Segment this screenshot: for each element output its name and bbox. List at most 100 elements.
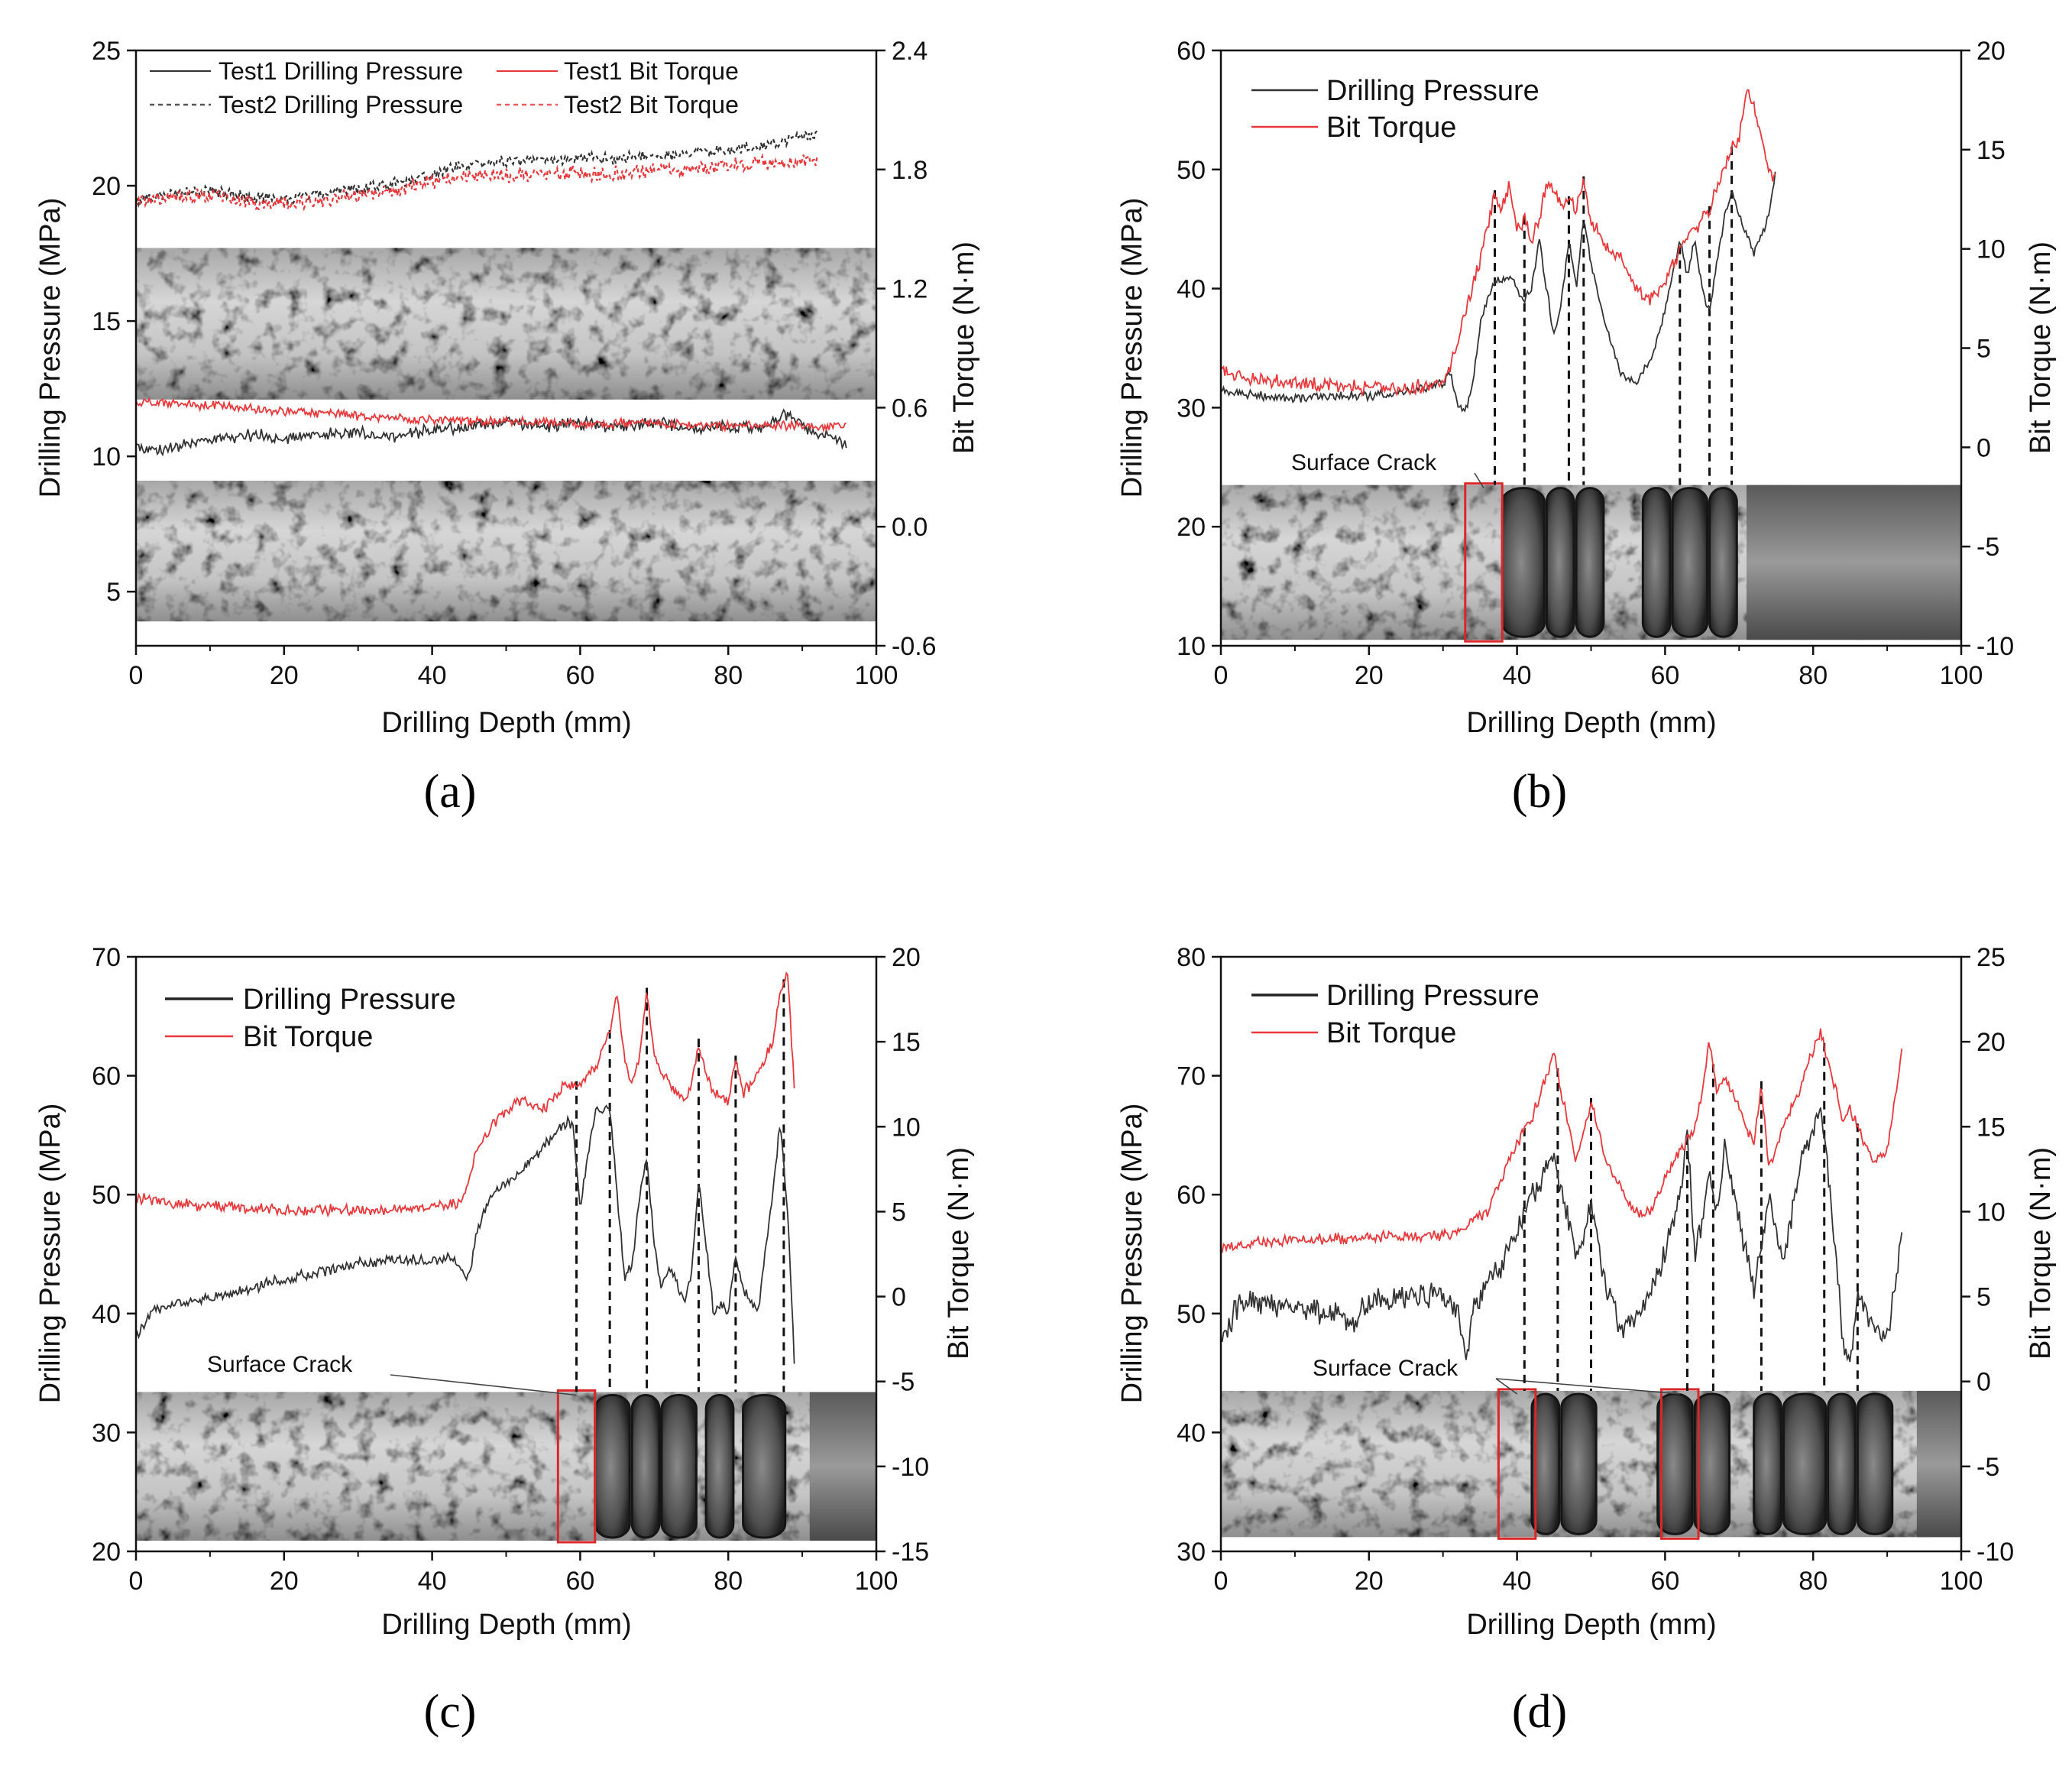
y2-tick-label: 1.8 [892,156,928,185]
y2-tick-label: -10 [1976,632,2014,661]
y-tick-label: 10 [92,442,121,472]
legend-label-test2-pressure: Test2 Drilling Pressure [219,91,463,118]
series-line-drilling-pressure [135,1104,795,1364]
surface-crack-box [1660,1388,1700,1540]
x-axis-title: Drilling Depth (mm) [381,707,631,739]
y-tick-label: 20 [92,172,121,201]
y2-axis-title: Bit Torque (N·m) [948,241,980,454]
broken-rock-disc [1560,1392,1598,1535]
y-tick-label: 20 [92,1538,121,1567]
panel-b: 0 20 40 60 80 100 10 20 30 40 50 60 -10 -5 0 5 10 15 20 Dr… [1116,37,2057,818]
series-layer [1220,89,1776,485]
y2-tick-label: 2.4 [892,37,928,66]
axes: 0 20 40 60 80 100 30 40 50 60 70 80 -10 -5 0 5 10 15 20 25 [1177,943,2014,1596]
y2-axis-title: Bit Torque (N·m) [2025,1147,2057,1360]
y2-tick-label: 25 [1976,943,2006,972]
legend-label-torque: Bit Torque [1326,112,1456,144]
y-axis-title: Drilling Pressure (MPa) [1116,198,1148,498]
y2-tick-label: 0.0 [892,513,928,542]
legend-label-pressure: Drilling Pressure [1326,75,1539,107]
x-tick-label: 20 [1355,661,1384,690]
rock-core-image [136,248,876,400]
series-line-bit-torque [1220,1028,1903,1253]
annotation-leader [390,1374,577,1396]
y-axis-title: Drilling Pressure (MPa) [1116,1104,1148,1404]
surface-crack-box [1497,1388,1537,1540]
x-tick-label: 40 [1503,1567,1532,1596]
x-axis-title: Drilling Depth (mm) [1466,1609,1716,1641]
y-tick-label: 70 [92,943,121,972]
x-tick-label: 0 [129,661,144,690]
specimen-photos [1221,472,1961,643]
broken-rock-disc [704,1393,735,1539]
panel-label-b: (b) [1512,766,1567,818]
broken-rock-disc [1782,1392,1828,1535]
y2-tick-label: -0.6 [892,632,937,661]
legend-label-torque: Bit Torque [1326,1017,1456,1049]
legend: Drilling Pressure Bit Torque [165,984,456,1053]
y2-tick-label: 10 [892,1113,921,1142]
y2-tick-label: 1.2 [892,275,928,304]
broken-rock-disc [1827,1392,1857,1535]
y-tick-label: 10 [1177,632,1206,661]
y-tick-label: 70 [1177,1062,1206,1091]
series-line-test1-bit-torque [135,396,847,433]
y2-tick-label: 10 [1976,235,2006,264]
series-layer [135,971,795,1392]
x-tick-label: 100 [855,1567,898,1596]
legend: Drilling Pressure Bit Torque [1251,980,1539,1049]
x-tick-label: 20 [1355,1567,1384,1596]
series-line-bit-torque [1220,89,1776,398]
specimen-photo [136,481,876,622]
y-axis-title: Drilling Pressure (MPa) [34,198,66,498]
x-tick-label: 40 [418,1567,447,1596]
x-tick-label: 100 [1940,661,1983,690]
x-tick-label: 80 [714,661,743,690]
annotation-leader [1495,1378,1680,1395]
y2-tick-label: -10 [892,1453,929,1482]
y-tick-label: 30 [92,1418,121,1447]
y-tick-label: 20 [1177,513,1206,542]
drilled-hole [1746,485,1961,640]
x-tick-label: 80 [714,1567,743,1596]
x-tick-label: 0 [129,1567,144,1596]
series-line-test2-bit-torque [134,153,818,212]
panel-label-a: (a) [424,766,477,818]
y-tick-label: 60 [1177,1181,1206,1210]
y2-tick-label: 20 [1976,37,2006,66]
panel-label-d: (d) [1512,1686,1567,1738]
axes: 0 20 40 60 80 100 5 10 15 20 25 -0.6 0.0 0.6 1.2 1.8 2.4 [92,37,936,690]
panel-c: 0 20 40 60 80 100 20 30 40 50 60 70 -15 -10 -5 0 5 10 15 20… [34,943,975,1738]
drilled-hole [1916,1390,1961,1538]
y-tick-label: 40 [1177,1418,1206,1447]
y-tick-label: 80 [1177,943,1206,972]
y2-tick-label: 0.6 [892,394,928,423]
y2-tick-label: -5 [1976,1453,1999,1482]
broken-rock-disc [630,1393,661,1539]
broken-rock-disc [1708,487,1738,638]
rock-core-image [136,481,876,622]
x-tick-label: 60 [1650,1567,1679,1596]
y-axis-title: Drilling Pressure (MPa) [34,1104,66,1404]
series-line-test1-drilling-pressure [135,408,847,457]
y2-tick-label: 15 [1976,136,2006,165]
y2-tick-label: -10 [1976,1538,2014,1567]
x-axis-title: Drilling Depth (mm) [1466,707,1716,739]
y2-tick-label: 0 [1976,1368,1991,1397]
series-line-drilling-pressure [1220,171,1776,413]
panel-label-c: (c) [424,1686,477,1738]
legend-label-pressure: Drilling Pressure [243,984,456,1016]
y-tick-label: 60 [92,1062,121,1091]
broken-rock-disc [1656,1392,1694,1535]
x-tick-label: 40 [418,661,447,690]
broken-rock-disc [1530,1392,1561,1535]
series-line-drilling-pressure [1220,1107,1903,1363]
x-tick-label: 0 [1214,1567,1229,1596]
legend: Drilling Pressure Bit Torque [1251,75,1539,144]
legend-label-test2-torque: Test2 Bit Torque [564,91,739,118]
y-tick-label: 50 [1177,156,1206,185]
y-tick-label: 50 [92,1181,121,1210]
y2-tick-label: -5 [892,1368,915,1397]
y2-tick-label: 5 [1976,335,1991,364]
broken-rock-disc [1501,487,1546,638]
